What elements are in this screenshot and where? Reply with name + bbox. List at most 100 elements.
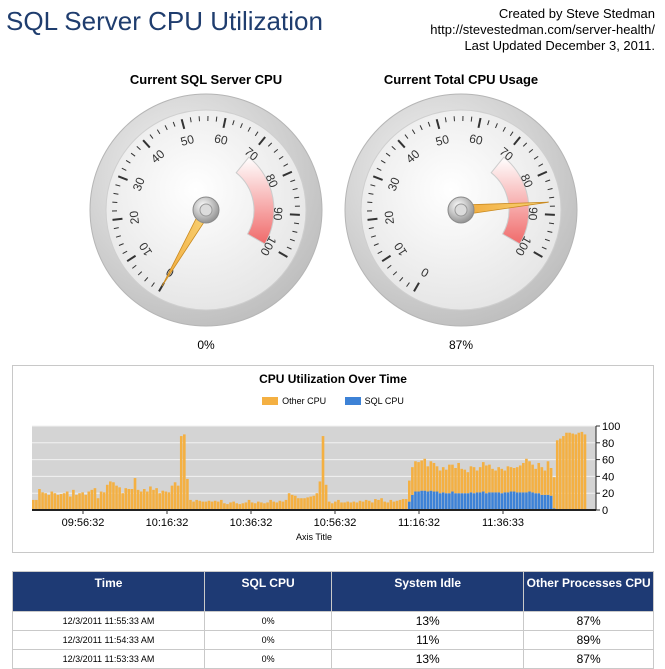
bar-other-cpu: [195, 500, 198, 510]
bar-other-cpu: [103, 492, 106, 510]
bar-other-cpu: [411, 467, 414, 495]
bar-other-cpu: [32, 500, 35, 510]
bar-sql-cpu: [454, 493, 457, 510]
bar-other-cpu: [365, 500, 368, 510]
bar-other-cpu: [550, 468, 553, 496]
chart-title: CPU Utilization Over Time: [13, 372, 653, 386]
bar-sql-cpu: [516, 492, 519, 510]
y-tick-label: 80: [602, 438, 614, 450]
gauge-minor-tick: [216, 117, 217, 122]
bar-sql-cpu: [467, 493, 470, 510]
bar-other-cpu: [78, 493, 81, 510]
table-row: 12/3/2011 11:54:33 AM 0% 11% 89%: [13, 631, 654, 650]
bar-other-cpu: [72, 490, 75, 510]
bar-other-cpu: [346, 502, 349, 510]
bar-other-cpu: [91, 490, 94, 510]
bar-sql-cpu: [430, 491, 433, 510]
bar-sql-cpu: [463, 493, 466, 510]
bar-other-cpu: [54, 493, 57, 510]
bar-other-cpu: [402, 499, 405, 510]
bar-sql-cpu: [541, 495, 544, 510]
gauge-total-title: Current Total CPU Usage: [341, 72, 581, 87]
bar-other-cpu: [269, 500, 272, 510]
bar-other-cpu: [171, 486, 174, 510]
bar-other-cpu: [223, 503, 226, 510]
page-title: SQL Server CPU Utilization: [6, 6, 323, 37]
bar-other-cpu: [470, 466, 473, 492]
bar-other-cpu: [186, 479, 189, 510]
bar-sql-cpu: [417, 492, 420, 510]
bar-other-cpu: [297, 498, 300, 510]
bar-other-cpu: [220, 500, 223, 510]
bar-other-cpu: [38, 489, 41, 510]
bar-sql-cpu: [442, 492, 445, 510]
bar-sql-cpu: [482, 492, 485, 510]
bar-sql-cpu: [510, 492, 513, 510]
bar-other-cpu: [568, 433, 571, 510]
bar-other-cpu: [494, 471, 497, 493]
bar-sql-cpu: [500, 493, 503, 510]
bar-other-cpu: [430, 461, 433, 490]
bar-other-cpu: [60, 494, 63, 510]
bar-other-cpu: [124, 488, 127, 510]
bar-sql-cpu: [411, 495, 414, 510]
bar-other-cpu: [353, 502, 356, 510]
bar-other-cpu: [245, 502, 248, 510]
bar-other-cpu: [537, 463, 540, 493]
x-tick-label: 11:16:32: [398, 517, 440, 529]
bar-other-cpu: [525, 459, 528, 493]
gauge-major-tick: [113, 219, 123, 220]
bar-other-cpu: [547, 461, 550, 495]
bar-other-cpu: [66, 492, 69, 510]
bar-other-cpu: [436, 466, 439, 491]
gauge-scale-label: 20: [127, 210, 142, 225]
bar-other-cpu: [349, 502, 352, 510]
bar-other-cpu: [522, 463, 525, 492]
bar-sql-cpu: [445, 493, 448, 510]
bar-other-cpu: [41, 492, 44, 510]
bar-sql-cpu: [544, 495, 547, 510]
gauge-hub-cap: [455, 204, 467, 216]
credit-url[interactable]: http://stevestedman.com/server-health/: [430, 22, 655, 38]
bar-other-cpu: [177, 486, 180, 510]
bar-other-cpu: [260, 502, 263, 510]
bar-sql-cpu: [497, 492, 500, 510]
bar-other-cpu: [553, 477, 556, 508]
bar-other-cpu: [229, 502, 232, 510]
bar-other-cpu: [75, 495, 78, 510]
bar-other-cpu: [275, 502, 278, 510]
bar-other-cpu: [134, 478, 137, 510]
bar-other-cpu: [143, 489, 146, 510]
bar-other-cpu: [254, 503, 257, 510]
bar-other-cpu: [279, 501, 282, 510]
bar-other-cpu: [242, 503, 245, 510]
bar-sql-cpu: [426, 492, 429, 510]
bar-other-cpu: [266, 502, 269, 510]
bar-other-cpu: [84, 495, 87, 510]
table-header-row: Time SQL CPU System Idle Other Processes…: [13, 572, 654, 612]
bar-sql-cpu: [436, 492, 439, 510]
bar-other-cpu: [257, 502, 260, 510]
header-sql-cpu: SQL CPU: [205, 572, 332, 612]
bar-other-cpu: [556, 440, 559, 510]
bar-other-cpu: [161, 491, 164, 510]
bar-other-cpu: [491, 469, 494, 493]
bar-sql-cpu: [414, 492, 417, 510]
legend-sql-label: SQL CPU: [365, 396, 404, 406]
bar-other-cpu: [288, 493, 291, 510]
bar-other-cpu: [189, 500, 192, 510]
bar-other-cpu: [316, 493, 319, 510]
bar-other-cpu: [513, 468, 516, 492]
bar-sql-cpu: [433, 492, 436, 510]
bar-sql-cpu: [420, 491, 423, 510]
bar-other-cpu: [423, 459, 426, 491]
bar-other-cpu: [362, 502, 365, 510]
bar-other-cpu: [158, 493, 161, 510]
bar-other-cpu: [106, 485, 109, 510]
bar-other-cpu: [44, 493, 47, 510]
bar-other-cpu: [417, 462, 420, 491]
bar-other-cpu: [541, 467, 544, 495]
table-row: 12/3/2011 11:55:33 AM 0% 13% 87%: [13, 612, 654, 631]
